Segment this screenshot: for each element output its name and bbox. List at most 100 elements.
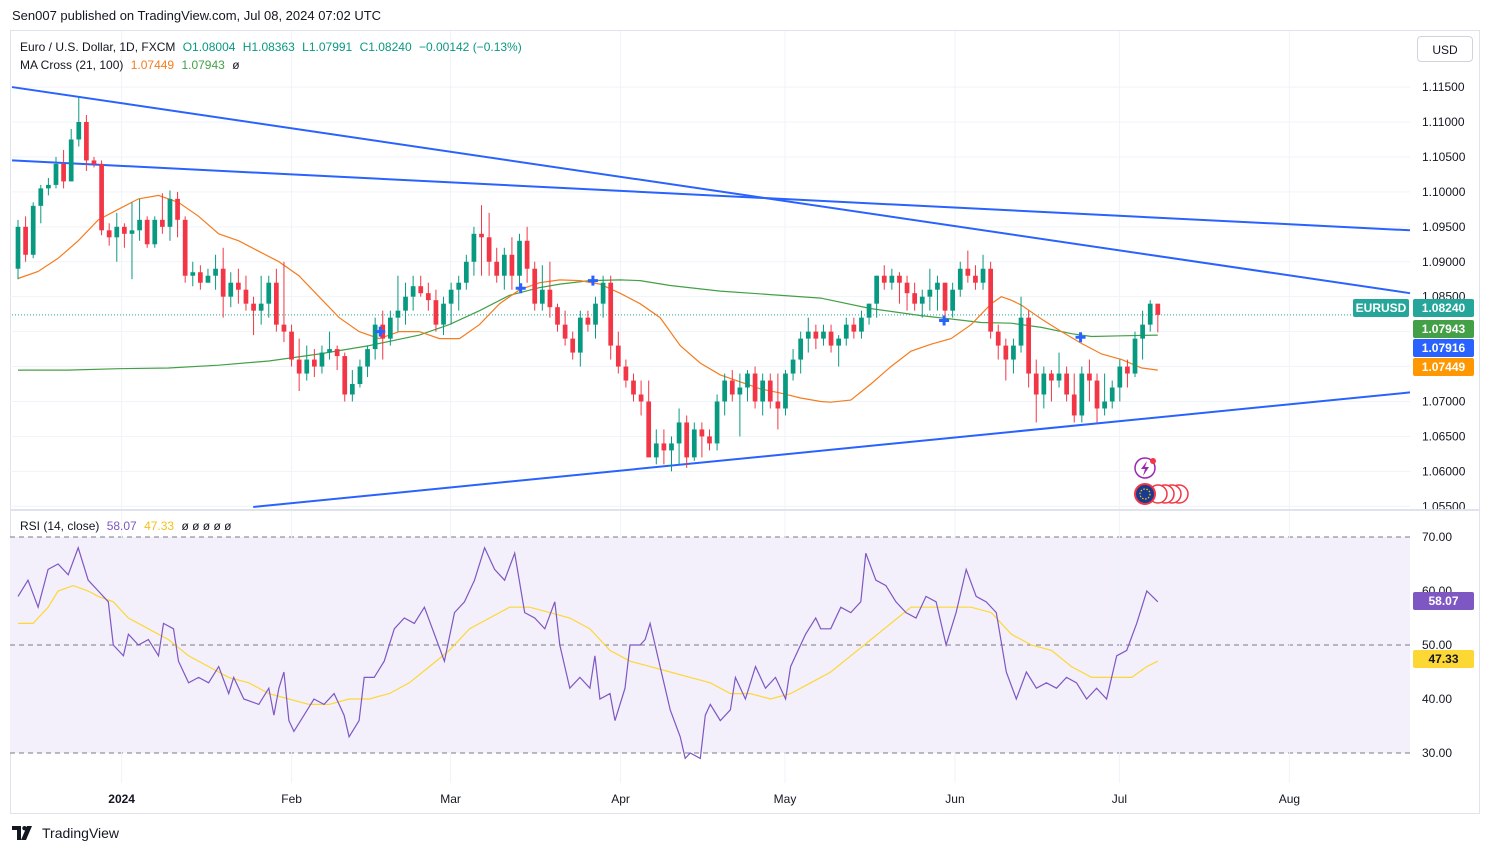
candle-body[interactable] xyxy=(729,380,735,395)
candle-body[interactable] xyxy=(425,293,431,301)
candle-body[interactable] xyxy=(638,394,644,402)
candle-body[interactable] xyxy=(783,373,788,409)
candle-body[interactable] xyxy=(342,356,348,395)
date-tick-label[interactable]: Apr xyxy=(611,792,630,806)
candle-body[interactable] xyxy=(539,289,545,304)
trend-line[interactable] xyxy=(253,391,1411,508)
candle-body[interactable] xyxy=(1056,373,1062,381)
rsi-tick-label[interactable]: 70.00 xyxy=(1422,530,1452,544)
candle-body[interactable] xyxy=(319,352,325,367)
candle-body[interactable] xyxy=(1155,303,1161,315)
chart-frame[interactable] xyxy=(10,30,1480,814)
candle-body[interactable] xyxy=(707,436,712,444)
candle-body[interactable] xyxy=(851,324,857,332)
candle-body[interactable] xyxy=(570,338,576,353)
candle-body[interactable] xyxy=(760,380,766,402)
candle-body[interactable] xyxy=(653,443,659,458)
candle-body[interactable] xyxy=(1079,373,1085,416)
candle-body[interactable] xyxy=(167,198,173,227)
candle-body[interactable] xyxy=(669,443,674,451)
candle-body[interactable] xyxy=(471,233,477,262)
date-tick-label[interactable]: Jul xyxy=(1112,792,1127,806)
candle-body[interactable] xyxy=(479,233,484,238)
date-tick-label[interactable]: 2024 xyxy=(108,792,135,806)
candle-body[interactable] xyxy=(988,268,993,332)
price-tick-label[interactable]: 1.07000 xyxy=(1422,394,1466,408)
rsi-tick-label[interactable]: 50.00 xyxy=(1422,638,1452,652)
candle-body[interactable] xyxy=(828,331,834,346)
candle-body[interactable] xyxy=(995,331,1001,346)
candle-body[interactable] xyxy=(1087,373,1092,381)
candle-body[interactable] xyxy=(1109,387,1115,402)
candle-body[interactable] xyxy=(790,359,796,374)
candle-body[interactable] xyxy=(524,240,530,269)
candle-body[interactable] xyxy=(61,163,66,182)
tradingview-logo[interactable]: TradingView xyxy=(12,825,119,841)
candle-body[interactable] xyxy=(1041,373,1047,395)
candle-body[interactable] xyxy=(737,387,743,395)
candle-body[interactable] xyxy=(289,331,294,360)
candle-body[interactable] xyxy=(84,122,89,161)
candle-body[interactable] xyxy=(912,293,918,304)
candle-body[interactable] xyxy=(258,303,264,311)
date-axis[interactable]: 2024 Feb Mar Apr May Jun Jul Aug xyxy=(108,792,1300,806)
candle-body[interactable] xyxy=(866,303,872,318)
candle-body[interactable] xyxy=(836,338,842,346)
candle-body[interactable] xyxy=(615,345,621,367)
candle-body[interactable] xyxy=(805,331,811,339)
date-tick-label[interactable]: Feb xyxy=(281,792,302,806)
price-tick-label[interactable]: 1.09500 xyxy=(1422,220,1466,234)
candle-body[interactable] xyxy=(684,422,690,458)
candle-body[interactable] xyxy=(266,282,272,304)
candle-body[interactable] xyxy=(942,282,948,311)
candle-body[interactable] xyxy=(23,226,28,255)
candle-body[interactable] xyxy=(767,380,773,402)
candle-body[interactable] xyxy=(1064,373,1069,395)
candle-body[interactable] xyxy=(365,349,370,367)
candles[interactable] xyxy=(15,96,1161,472)
candle-body[interactable] xyxy=(372,324,378,350)
rsi-label[interactable]: RSI (14, close) xyxy=(20,519,100,533)
candle-body[interactable] xyxy=(547,289,553,308)
candle-body[interactable] xyxy=(661,443,667,451)
candle-body[interactable] xyxy=(897,275,902,283)
candle-body[interactable] xyxy=(433,300,439,325)
candle-body[interactable] xyxy=(509,254,515,276)
candle-body[interactable] xyxy=(387,317,393,339)
candle-body[interactable] xyxy=(1125,366,1130,374)
ma-cross-legend[interactable]: MA Cross (21, 100) 1.07449 1.07943 ø xyxy=(20,58,244,72)
candle-body[interactable] xyxy=(274,282,279,325)
candle-body[interactable] xyxy=(843,324,849,339)
symbol-legend[interactable]: Euro / U.S. Dollar, 1D, FXCM O1.08004 H1… xyxy=(20,40,526,54)
candle-body[interactable] xyxy=(220,268,226,297)
rsi-tick-label[interactable]: 30.00 xyxy=(1422,746,1452,760)
candle-body[interactable] xyxy=(623,366,629,381)
candle-body[interactable] xyxy=(1026,317,1031,374)
price-tick-label[interactable]: 1.10500 xyxy=(1422,150,1466,164)
candle-body[interactable] xyxy=(311,359,317,367)
candle-body[interactable] xyxy=(585,317,591,325)
candle-body[interactable] xyxy=(919,296,925,304)
candle-body[interactable] xyxy=(501,254,507,276)
price-tick-label[interactable]: 1.05500 xyxy=(1422,499,1466,513)
candle-body[interactable] xyxy=(813,331,819,339)
trend-line[interactable] xyxy=(11,86,1411,295)
candle-body[interactable] xyxy=(965,268,971,276)
price-tick-label[interactable]: 1.06000 xyxy=(1422,464,1466,478)
candle-body[interactable] xyxy=(213,268,218,276)
candle-body[interactable] xyxy=(676,422,682,444)
candle-body[interactable] xyxy=(1132,338,1138,374)
candle-body[interactable] xyxy=(562,324,568,339)
candle-body[interactable] xyxy=(243,289,249,304)
candle-body[interactable] xyxy=(114,226,120,238)
candle-body[interactable] xyxy=(1071,394,1077,416)
candle-body[interactable] xyxy=(775,401,781,409)
candle-body[interactable] xyxy=(722,380,728,402)
price-tick-label[interactable]: 1.11500 xyxy=(1422,80,1465,94)
candle-body[interactable] xyxy=(122,226,127,234)
candle-body[interactable] xyxy=(593,303,598,325)
candle-body[interactable] xyxy=(1147,303,1153,325)
ma-cross-label[interactable]: MA Cross (21, 100) xyxy=(20,58,124,72)
candle-body[interactable] xyxy=(752,373,758,402)
